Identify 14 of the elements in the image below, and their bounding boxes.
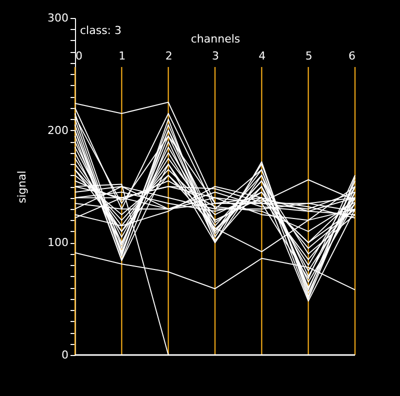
y-axis-title: signal — [16, 170, 29, 204]
x-tick-label: 6 — [348, 50, 356, 62]
x-tick-label: 4 — [258, 50, 266, 62]
y-tick-label: 200 — [48, 124, 68, 137]
y-tick-label: 300 — [48, 12, 68, 24]
x-tick-label: 2 — [165, 50, 172, 62]
text: class: 3 — [80, 24, 122, 37]
x-tick-label: 5 — [305, 50, 312, 62]
y-tick-label: 100 — [48, 236, 68, 250]
x-axis-title: channels — [190, 32, 240, 46]
x-tick-label: 1 — [118, 50, 126, 62]
x-tick-label: 0 — [76, 50, 82, 62]
y-tick-label: 0 — [62, 348, 68, 362]
x-tick-label: 3 — [212, 50, 219, 62]
